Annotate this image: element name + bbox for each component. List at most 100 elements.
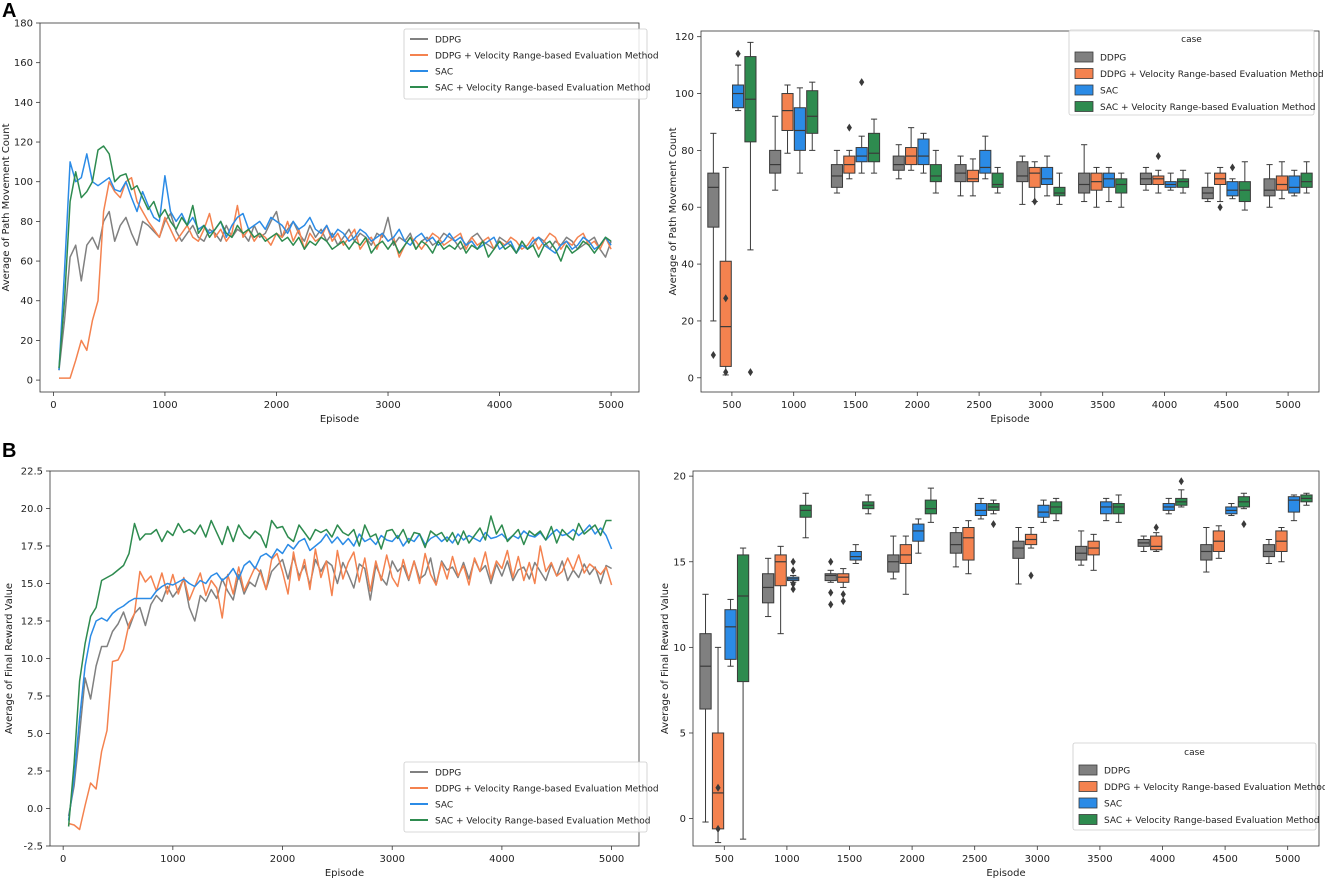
- box-iqr: [1226, 181, 1239, 197]
- y-tick-label: 120: [14, 138, 33, 149]
- box-2-6: [1100, 497, 1113, 522]
- box-1-4: [962, 520, 975, 575]
- box-3-1: [806, 81, 819, 151]
- y-tick-label: 7.5: [27, 692, 43, 703]
- box-iqr: [1300, 172, 1313, 188]
- x-tick-label: 2500: [966, 400, 991, 411]
- box-1-1: [774, 545, 787, 635]
- legend-box: [1072, 742, 1317, 831]
- box-iqr: [1263, 178, 1276, 197]
- box-iqr: [793, 107, 806, 151]
- x-tick-label: 4500: [1214, 400, 1239, 411]
- legend-title: case: [1184, 748, 1205, 758]
- y-tick-label: 20.0: [21, 504, 43, 515]
- box-3-3: [924, 487, 938, 523]
- box-iqr: [949, 532, 963, 554]
- box-3-2: [867, 118, 881, 174]
- y-tick-label: 100: [675, 89, 694, 100]
- box-2-1: [793, 87, 806, 174]
- box-iqr: [1275, 175, 1288, 191]
- x-tick-label: 1000: [781, 400, 806, 411]
- box-2-6: [1102, 166, 1115, 203]
- box-0-3: [887, 535, 900, 580]
- box-0-1: [761, 557, 775, 618]
- chart-B-right: 0 5 10 15 20 Average of Final Reward Value Epi…: [660, 470, 1325, 879]
- series-line-1: [59, 176, 612, 379]
- box-1-9: [1275, 161, 1288, 200]
- box-iqr: [724, 609, 737, 660]
- box-0-7: [1139, 166, 1153, 191]
- legend-swatch: [1074, 51, 1094, 63]
- y-tick-label: 20: [681, 316, 694, 327]
- box-2-1: [787, 557, 800, 594]
- legend-label: DDPG: [1100, 54, 1126, 64]
- outlier-marker: [1028, 571, 1034, 580]
- box-1-5: [1028, 161, 1041, 206]
- legend-label: DDPG + Velocity Range-based Evaluation M…: [1104, 783, 1325, 793]
- series-line-3: [67, 515, 612, 827]
- box-0-1: [769, 115, 782, 191]
- y-tick-label: 10.0: [21, 654, 43, 665]
- box-iqr: [806, 90, 819, 134]
- box-2-8: [1226, 163, 1239, 200]
- box-iqr: [1037, 504, 1050, 518]
- box-3-1: [799, 492, 812, 539]
- legend-label: DDPG: [1104, 767, 1130, 777]
- box-2-5: [1037, 499, 1050, 523]
- outlier-marker: [1032, 197, 1038, 206]
- box-iqr: [912, 523, 925, 542]
- legend-swatch: [1074, 68, 1094, 79]
- box-iqr: [1238, 181, 1251, 203]
- outlier-marker: [859, 78, 865, 87]
- x-tick-label: 5000: [598, 400, 623, 411]
- legend-label: SAC + Velocity Range-based Evaluation Me…: [435, 817, 651, 827]
- outlier-marker: [1153, 523, 1159, 532]
- outlier-marker: [723, 368, 729, 377]
- x-tick-label: 4000: [1152, 400, 1177, 411]
- legend-swatch: [1078, 781, 1098, 792]
- box-0-7: [1137, 535, 1150, 552]
- outlier-marker: [790, 557, 796, 566]
- outlier-marker: [710, 351, 716, 360]
- box-2-0: [732, 49, 745, 112]
- box-iqr: [774, 554, 787, 587]
- outlier-marker: [715, 824, 721, 833]
- panel-letter-b: B: [2, 440, 17, 462]
- x-axis-label: Episode: [986, 868, 1025, 879]
- box-0-9: [1263, 164, 1276, 208]
- box-iqr: [1016, 161, 1029, 183]
- box-3-7: [1176, 169, 1190, 194]
- y-tick-label: 40: [20, 296, 33, 307]
- series-line-2: [67, 524, 613, 821]
- box-iqr: [1112, 503, 1125, 515]
- x-tick-label: 3000: [375, 400, 400, 411]
- y-tick-label: 15.0: [21, 579, 43, 590]
- legend-swatch: [1078, 797, 1098, 809]
- plot-frame: [692, 470, 1320, 847]
- y-tick-label: 5.0: [27, 729, 43, 740]
- x-tick-label: 5000: [1275, 854, 1300, 865]
- outlier-marker: [1217, 203, 1223, 212]
- box-3-0: [736, 547, 750, 840]
- x-axis-label: Episode: [990, 414, 1029, 425]
- box-2-3: [917, 132, 930, 174]
- outlier-marker: [1229, 163, 1236, 172]
- box-iqr: [1200, 544, 1213, 561]
- y-tick-label: 40: [681, 260, 694, 271]
- box-1-4: [966, 158, 979, 197]
- box-3-4: [991, 166, 1004, 194]
- x-tick-label: 0: [50, 400, 56, 411]
- box-2-2: [849, 544, 862, 564]
- box-iqr: [1152, 175, 1165, 185]
- y-tick-label: 15: [673, 557, 686, 568]
- box-1-9: [1275, 527, 1288, 563]
- box-iqr: [1049, 501, 1063, 515]
- outlier-marker: [1241, 520, 1247, 529]
- y-tick-label: 2.5: [27, 767, 43, 778]
- x-tick-label: 2000: [899, 854, 924, 865]
- y-tick-label: 22.5: [21, 467, 43, 478]
- box-1-2: [837, 568, 850, 606]
- y-tick-label: 12.5: [21, 617, 43, 628]
- box-iqr: [991, 172, 1004, 188]
